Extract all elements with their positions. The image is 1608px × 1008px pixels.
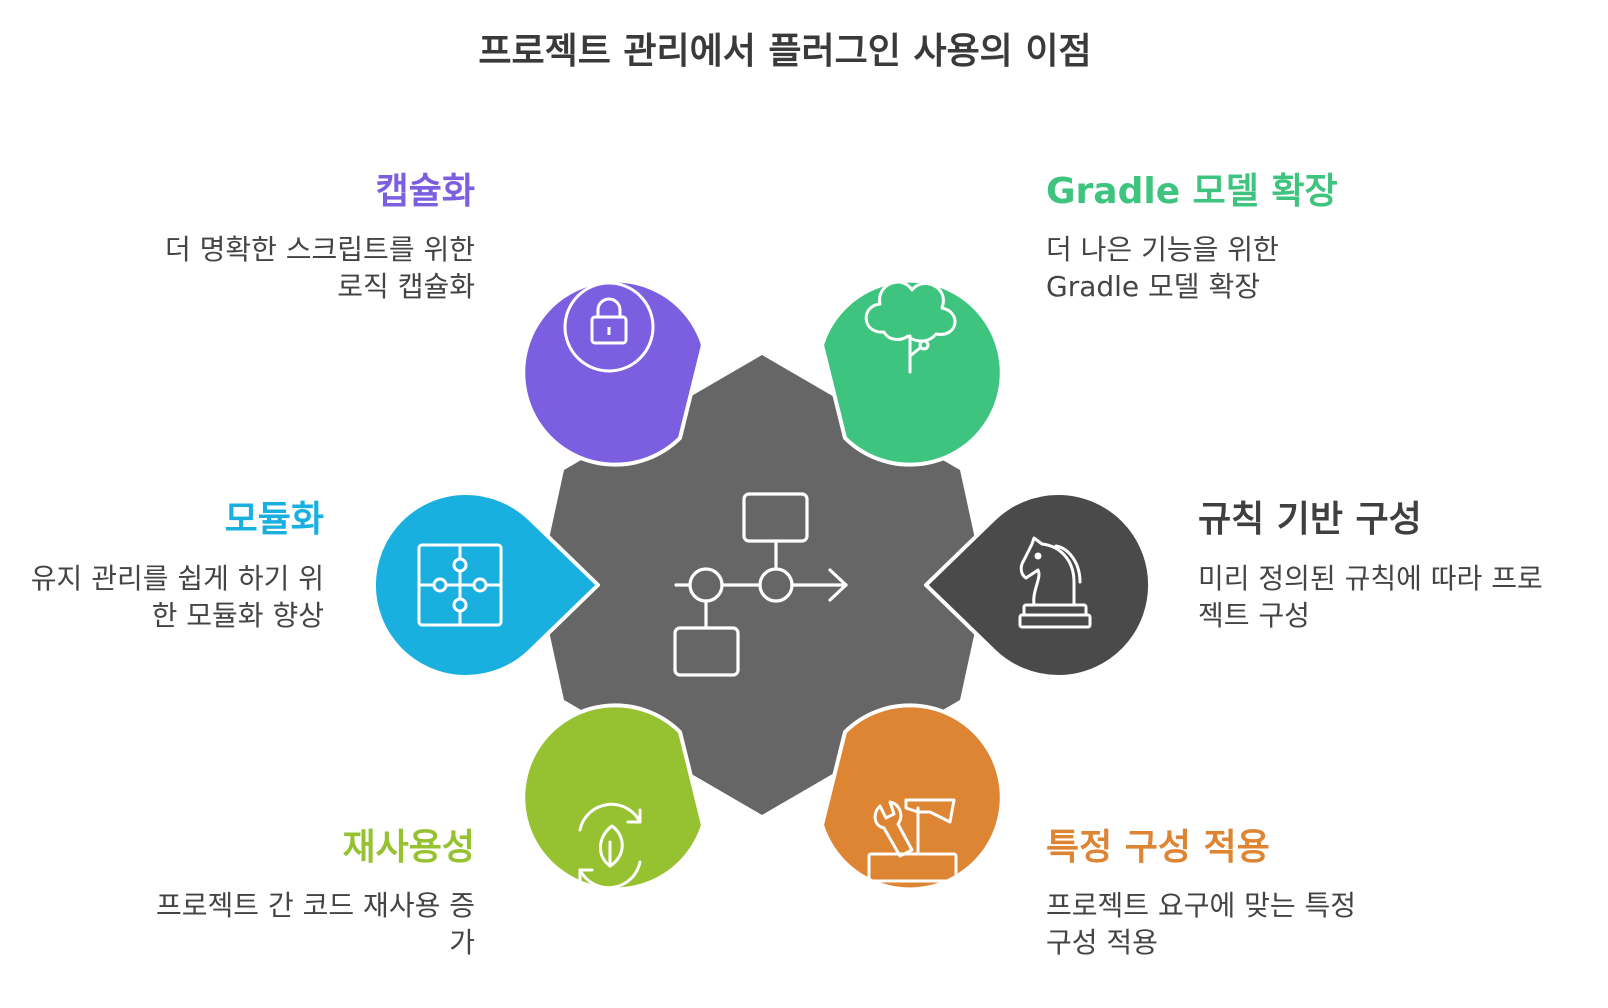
- desc-reuse: 프로젝트 간 코드 재사용 증가: [156, 889, 475, 959]
- lock-icon: [563, 281, 655, 373]
- workflow-icon: [673, 492, 848, 677]
- page-title: 프로젝트 관리에서 플러그인 사용의 이점: [478, 31, 1092, 72]
- recycle-leaf-icon: [578, 802, 642, 890]
- pin-specific: [820, 703, 1004, 892]
- label-reuse: 재사용성: [342, 827, 475, 868]
- desc-gradle: 더 나은 기능을 위한 Gradle 모델 확장: [1046, 233, 1279, 303]
- desc-rules: 미리 정의된 규칙에 따라 프로젝트 구성: [1198, 562, 1543, 632]
- pin-encapsulation: [521, 278, 705, 467]
- pin-rules: [924, 491, 1153, 679]
- label-rules: 규칙 기반 구성: [1198, 499, 1422, 540]
- pin-reuse: [521, 703, 705, 892]
- label-modularization: 모듈화: [224, 499, 324, 540]
- desc-specific: 프로젝트 요구에 맞는 특정 구성 적용: [1046, 889, 1357, 959]
- label-specific: 특정 구성 적용: [1046, 827, 1270, 868]
- label-encapsulation: 캡슐화: [375, 171, 475, 212]
- label-gradle: Gradle 모델 확장: [1046, 171, 1338, 212]
- chess-knight-icon: [1018, 536, 1092, 629]
- puzzle-icon: [417, 543, 503, 627]
- toolbox-icon: [867, 798, 958, 883]
- desc-encapsulation: 더 명확한 스크립트를 위한 로직 캡슐화: [164, 233, 475, 303]
- pin-gradle: [820, 278, 1004, 467]
- desc-modularization: 유지 관리를 쉽게 하기 위한 모듈화 향상: [30, 562, 324, 632]
- tree-icon: [864, 280, 957, 374]
- center-hexagon: [539, 355, 985, 815]
- pin-modularization: [371, 491, 600, 679]
